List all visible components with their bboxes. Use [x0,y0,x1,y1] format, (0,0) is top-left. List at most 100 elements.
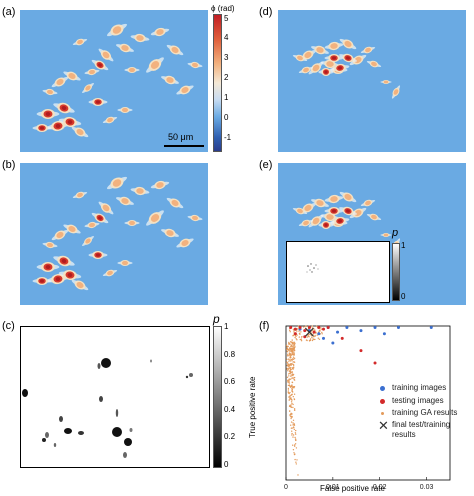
ga-point [314,334,316,337]
cell [292,54,308,62]
prob-tick-08: 0.8 [224,350,236,359]
ga-point [288,399,291,401]
ga-point [293,342,295,344]
ga-point [289,410,291,412]
ga-point [286,355,289,357]
ga-point [292,367,294,369]
ga-point [293,358,295,360]
ga-point [286,350,288,353]
ga-point [291,434,293,436]
cell [366,60,382,68]
legend-training-images: training images [392,383,447,392]
cell [117,260,133,266]
ga-point [293,354,295,356]
cell [330,216,350,226]
ga-point [291,388,293,391]
data-point [289,326,293,330]
panel-label-a: (a) [2,6,16,18]
ga-point [308,336,310,338]
roc-chart: 0 0.01 0.02 0.03 [284,325,451,491]
ga-point [292,406,294,409]
ga-point [293,344,295,347]
ga-point [290,415,293,418]
ga-point [305,339,308,341]
ga-point [289,343,291,345]
phase-tick-2: 2 [224,73,229,82]
cell [124,67,140,73]
cell [71,126,89,138]
inset-tick-1: 1 [401,241,406,250]
cell [320,212,340,222]
data-point [293,332,297,336]
cell [324,41,344,51]
ga-point [291,358,294,360]
ga-point [289,415,292,417]
legend-marker-final-results: ✕ [378,418,389,433]
phase-image-d [278,10,466,152]
probability-inset [286,241,390,303]
ga-point [290,404,292,406]
ga-point [298,336,300,338]
ga-point [285,344,288,346]
ga-point [292,361,294,363]
ga-point [288,375,290,377]
ga-point [293,393,296,395]
cell [380,80,392,84]
probability-blobs [22,358,193,458]
ga-point [308,340,311,342]
ga-point [311,325,313,327]
cell [82,235,94,247]
cells-b [32,176,203,291]
cell [51,76,69,88]
ga-point [288,343,290,345]
series-training-images [298,326,433,345]
cell [360,46,376,54]
ga-point [290,424,292,426]
ga-point [289,394,291,397]
ga-point [293,353,295,355]
inset-speckles [306,263,319,273]
cell [91,212,109,224]
ga-point [290,347,292,350]
ga-point [293,398,295,400]
ga-point [311,339,314,342]
ga-point [295,439,297,442]
cell [46,120,70,132]
phase-tick-minus1: -1 [224,133,232,142]
cell [298,66,314,74]
phase-image-b [20,163,208,305]
final-result-cross [305,327,314,337]
cell [166,44,184,56]
phase-tick-1: 1 [224,93,229,102]
ga-point [290,401,293,403]
cell [88,251,108,259]
cell [42,88,58,96]
ga-point [293,428,295,431]
ga-point [287,391,289,393]
data-point [293,327,297,331]
ga-point [292,352,294,354]
ga-point [310,335,313,337]
data-point [317,332,321,336]
ga-point [294,409,296,411]
cell [84,221,100,229]
ga-point [290,358,292,361]
ga-point [287,358,290,360]
cell [318,221,334,229]
ga-point [295,429,297,432]
cells-a [32,23,203,138]
cell [117,107,133,113]
ga-point [309,333,311,336]
prob-tick-02: 0.2 [224,432,236,441]
data-point [298,326,302,330]
ga-point [286,368,288,370]
cell [71,279,89,291]
ga-point [310,331,312,333]
data-point [373,361,377,365]
ga-point [290,344,292,347]
legend-final-results: final test/training results [392,420,451,439]
ga-point [287,368,290,370]
roc-xlabel: False positive rate [320,484,385,493]
series-testing-images [289,326,377,365]
ga-point [298,330,300,332]
